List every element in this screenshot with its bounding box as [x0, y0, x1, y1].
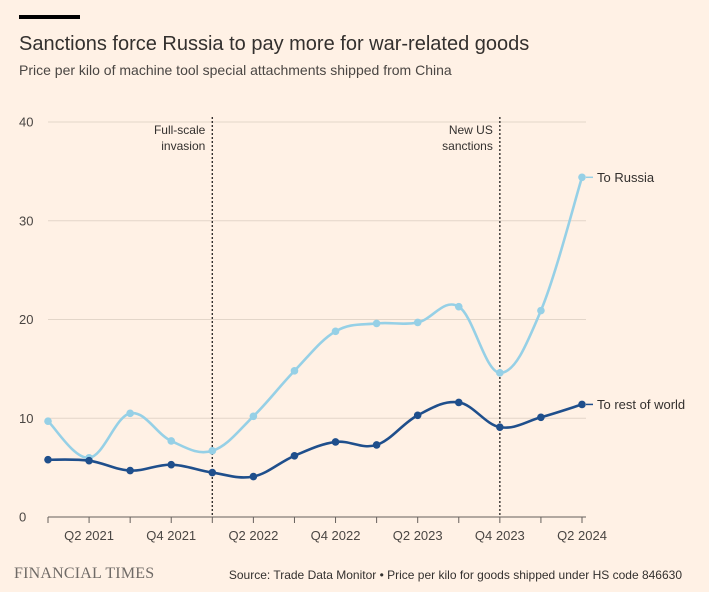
- series-label-to-rest-of-world: To rest of world: [597, 397, 685, 412]
- data-point-to-russia: [167, 437, 176, 445]
- y-tick-label: 0: [19, 510, 26, 525]
- ft-logo: FINANCIAL TIMES: [14, 565, 155, 582]
- data-point-to-russia: [496, 369, 504, 377]
- x-tick-label: Q4 2021: [146, 528, 196, 543]
- data-point-to-rest-of-world: [44, 455, 52, 464]
- data-point-to-rest-of-world: [290, 451, 299, 460]
- data-point-to-russia: [208, 447, 217, 455]
- series-layer: [44, 173, 586, 481]
- data-point-to-russia: [578, 173, 586, 182]
- data-point-to-rest-of-world: [167, 460, 176, 469]
- x-tick-label: Q2 2021: [64, 528, 114, 543]
- data-point-to-rest-of-world: [454, 398, 463, 407]
- data-point-to-russia: [290, 367, 299, 375]
- data-point-to-rest-of-world: [413, 411, 422, 420]
- x-tick-label: Q2 2022: [228, 528, 278, 543]
- data-point-to-rest-of-world: [496, 423, 504, 431]
- label-layer: To Russia To rest of world: [586, 170, 685, 412]
- y-tick-label: 40: [19, 115, 33, 130]
- x-tick-label: Q2 2024: [557, 528, 607, 543]
- x-tick-label: Q2 2023: [393, 528, 443, 543]
- data-point-to-rest-of-world: [126, 466, 134, 475]
- annotation-text: Full-scale: [154, 123, 206, 137]
- data-point-to-russia: [126, 409, 134, 418]
- data-point-to-rest-of-world: [249, 472, 258, 481]
- data-point-to-russia: [413, 318, 422, 327]
- source-note: Source: Trade Data Monitor • Price per k…: [228, 568, 682, 582]
- brand-bar: [19, 15, 80, 19]
- data-point-to-russia: [44, 417, 52, 426]
- data-point-to-rest-of-world: [537, 413, 545, 422]
- y-tick-label: 20: [19, 312, 33, 327]
- data-point-to-rest-of-world: [578, 400, 586, 409]
- data-point-to-rest-of-world: [372, 441, 381, 449]
- line-chart: Full-scale invasion New US sanctions 0 10 20 3…: [19, 115, 685, 544]
- series-label-to-russia: To Russia: [597, 170, 655, 185]
- chart-subtitle: Price per kilo of machine tool special a…: [19, 62, 452, 78]
- annotation-text: New US: [449, 123, 493, 137]
- data-point-to-russia: [537, 306, 545, 315]
- axis-layer: 0 10 20 30 40 Q2 2021 Q4 2021 Q2 2022 Q4 2022 Q2 …: [19, 115, 607, 544]
- y-tick-label: 30: [19, 213, 33, 228]
- data-point-to-russia: [454, 302, 463, 311]
- data-point-to-russia: [331, 327, 340, 336]
- chart-title: Sanctions force Russia to pay more for w…: [19, 33, 530, 55]
- data-point-to-rest-of-world: [331, 438, 340, 446]
- grid-layer: [48, 121, 586, 419]
- annotation-text: invasion: [161, 139, 205, 153]
- data-point-to-rest-of-world: [85, 456, 93, 465]
- data-point-to-russia: [249, 412, 258, 421]
- x-tick-label: Q4 2023: [475, 528, 525, 543]
- data-point-to-russia: [372, 319, 381, 328]
- y-tick-label: 10: [19, 411, 33, 426]
- annotation-layer: Full-scale invasion New US sanctions: [154, 117, 501, 517]
- data-point-to-rest-of-world: [208, 468, 217, 477]
- annotation-text: sanctions: [442, 139, 493, 153]
- x-tick-label: Q4 2022: [311, 528, 361, 543]
